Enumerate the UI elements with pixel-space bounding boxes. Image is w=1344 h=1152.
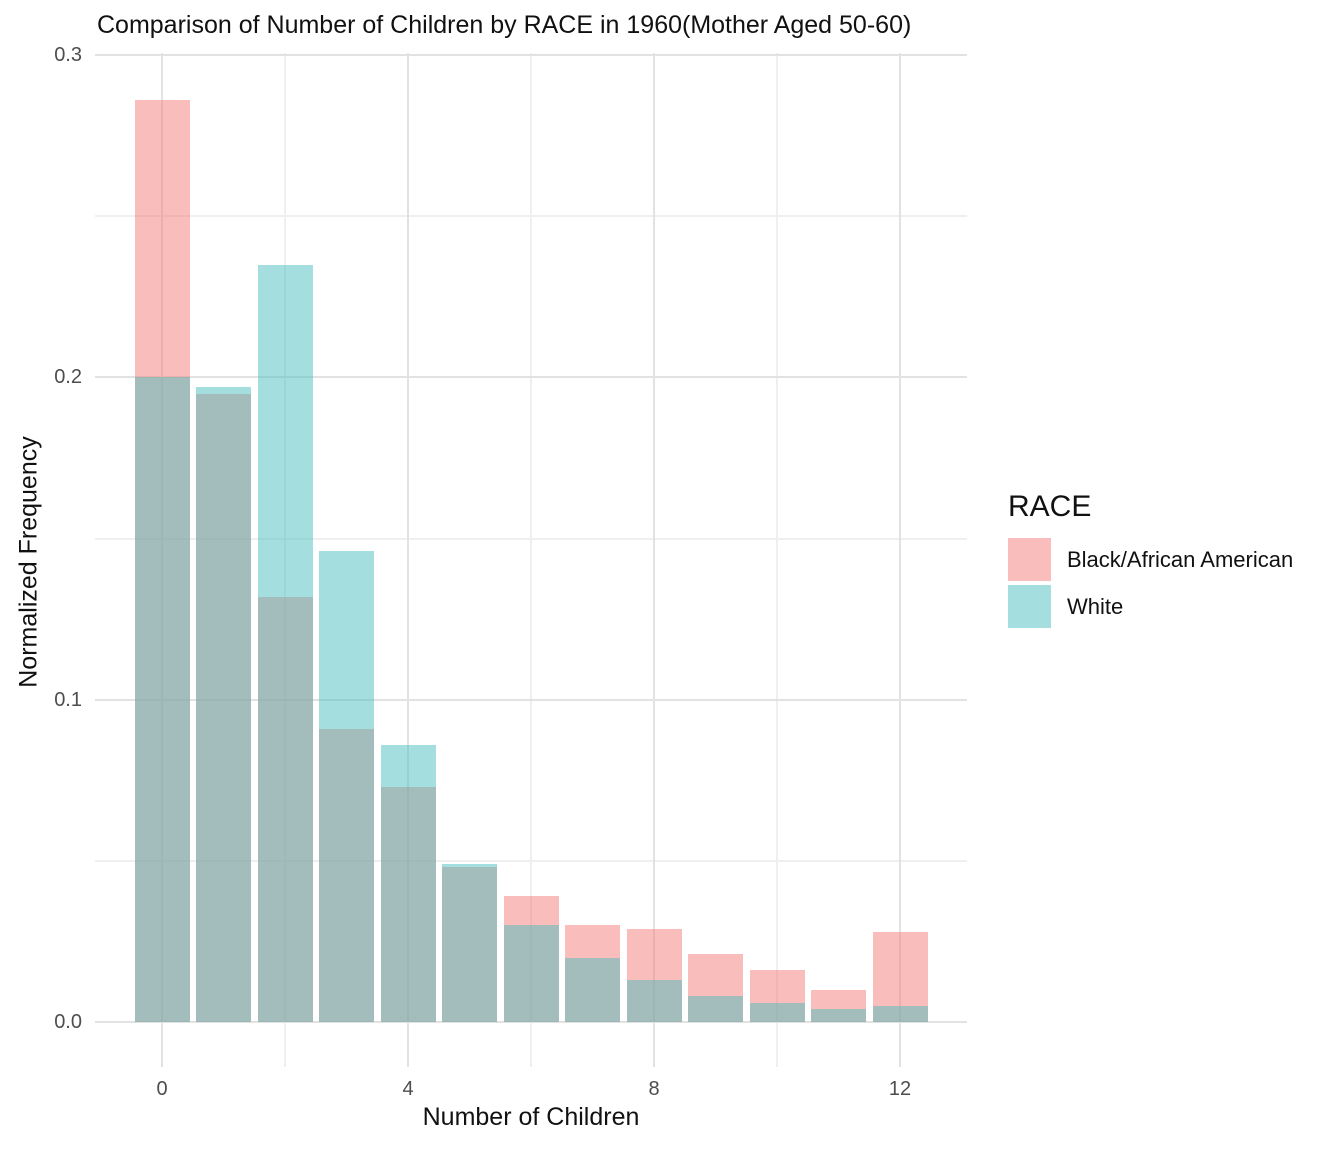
x-axis-title: Number of Children xyxy=(422,1103,640,1131)
legend-label: White xyxy=(1067,593,1124,619)
gridline-horizontal xyxy=(95,1021,967,1023)
gridline-vertical xyxy=(653,53,655,1067)
y-tick-label: 0.1 xyxy=(54,688,82,711)
legend: RACE Black/African American White xyxy=(1008,490,1293,632)
y-tick-label: 0.0 xyxy=(54,1011,82,1033)
plot-title: Comparison of Number of Children by RACE… xyxy=(97,11,912,39)
bar-white-4 xyxy=(380,745,436,1022)
x-tick-label: 0 xyxy=(156,1078,168,1100)
bar-white-1 xyxy=(196,387,251,1022)
gridline-vertical xyxy=(776,53,778,1067)
bar-white-10 xyxy=(749,1003,805,1022)
gridline-vertical xyxy=(899,53,901,1067)
bar-white-7 xyxy=(565,958,620,1022)
y-tick-label: 0.2 xyxy=(54,366,82,389)
legend-title: RACE xyxy=(1008,490,1092,523)
gridline-horizontal xyxy=(95,54,967,57)
bar-white-2 xyxy=(257,265,313,1022)
panel xyxy=(95,53,967,1067)
gridline-vertical xyxy=(530,53,532,1067)
y-axis-title: Normalized Frequency xyxy=(14,436,43,688)
x-tick-label: 12 xyxy=(888,1078,912,1100)
bar-white-3 xyxy=(319,551,374,1022)
gridline-vertical xyxy=(407,53,409,1067)
legend-swatch-white xyxy=(1008,585,1051,628)
legend-item-black-african-american: Black/African American xyxy=(1008,538,1293,581)
bar-white-12 xyxy=(872,1006,928,1022)
legend-item-white: White xyxy=(1008,585,1293,628)
x-tick-label: 4 xyxy=(402,1078,414,1100)
bar-white-5 xyxy=(442,864,497,1022)
gridline-horizontal xyxy=(95,698,967,701)
bar-white-0 xyxy=(134,377,190,1022)
bar-white-6 xyxy=(503,925,559,1022)
gridline-horizontal xyxy=(95,376,967,379)
bar-white-9 xyxy=(688,996,743,1022)
bar-white-11 xyxy=(811,1009,866,1022)
bar-white-8 xyxy=(626,980,682,1022)
y-tick-label: 0.3 xyxy=(54,44,82,67)
legend-items: Black/African American White xyxy=(1008,538,1293,628)
legend-swatch-black-african-american xyxy=(1008,538,1051,581)
x-tick-label: 8 xyxy=(648,1078,660,1100)
legend-label: Black/African American xyxy=(1067,546,1294,572)
